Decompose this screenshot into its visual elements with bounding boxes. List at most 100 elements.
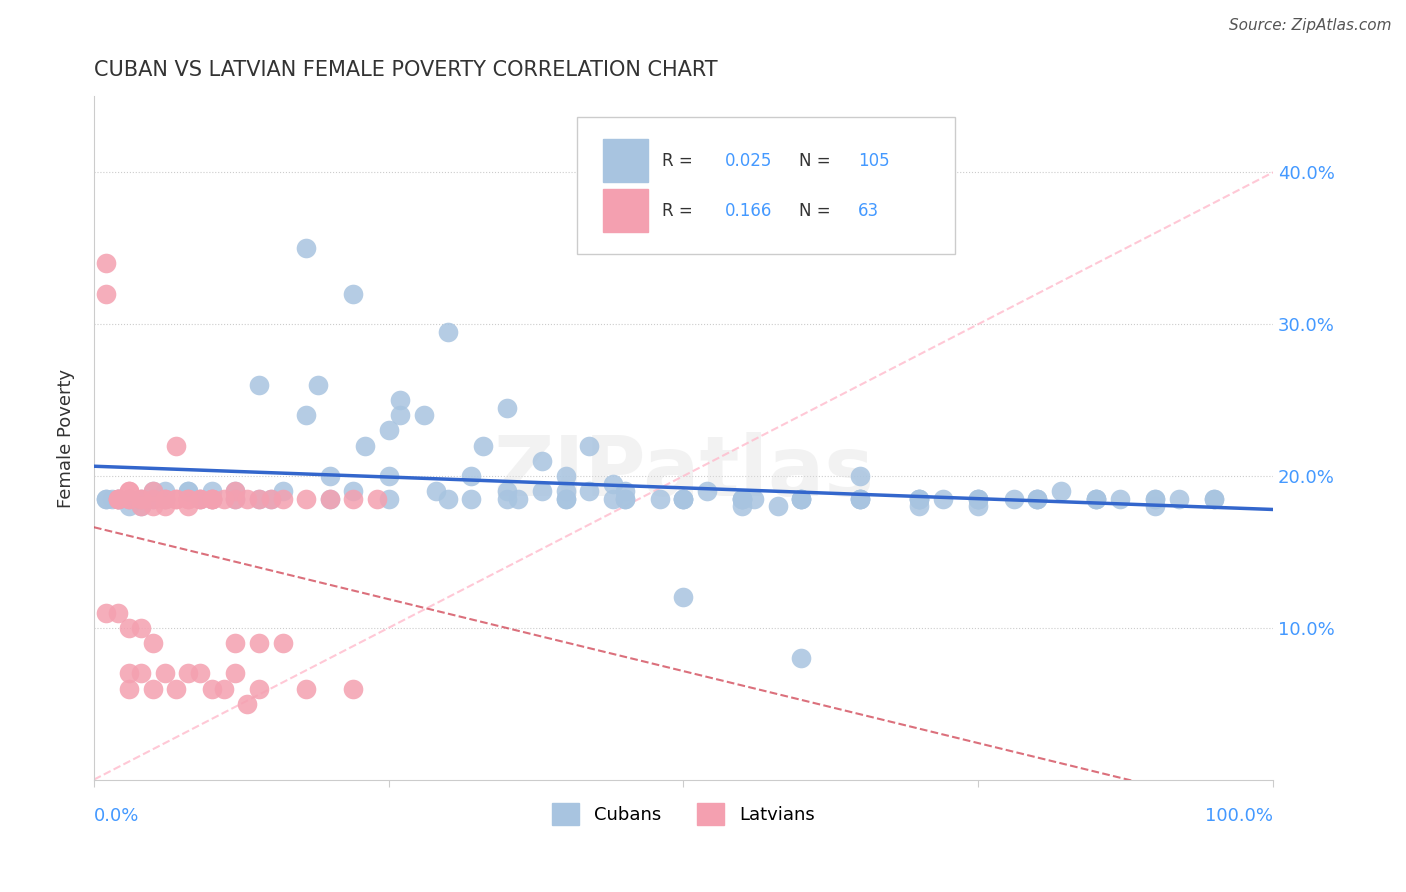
Point — [377, 491, 399, 506]
Point — [118, 681, 141, 696]
Point — [602, 491, 624, 506]
Point — [613, 491, 636, 506]
Point — [696, 484, 718, 499]
Point — [271, 636, 294, 650]
Point — [142, 636, 165, 650]
Point — [142, 681, 165, 696]
Point — [166, 491, 188, 506]
Point — [648, 491, 671, 506]
Point — [1202, 491, 1225, 506]
Point — [908, 491, 931, 506]
Y-axis label: Female Poverty: Female Poverty — [58, 368, 75, 508]
Point — [153, 491, 176, 506]
Point — [1026, 491, 1049, 506]
Point — [766, 500, 789, 514]
Point — [295, 409, 318, 423]
Point — [389, 409, 412, 423]
Point — [908, 491, 931, 506]
Point — [247, 491, 270, 506]
Legend: Cubans, Latvians: Cubans, Latvians — [546, 796, 821, 832]
Point — [613, 484, 636, 499]
Point — [236, 491, 259, 506]
Text: 63: 63 — [858, 202, 879, 219]
Point — [201, 491, 224, 506]
Point — [1144, 491, 1167, 506]
Point — [967, 491, 990, 506]
Point — [100, 491, 122, 506]
Point — [731, 491, 754, 506]
Point — [153, 500, 176, 514]
Point — [118, 484, 141, 499]
Point — [107, 491, 129, 506]
Point — [118, 484, 141, 499]
Bar — [603, 189, 648, 232]
Point — [602, 476, 624, 491]
Point — [166, 681, 188, 696]
Text: R =: R = — [662, 202, 699, 219]
Point — [142, 500, 165, 514]
Text: CUBAN VS LATVIAN FEMALE POVERTY CORRELATION CHART: CUBAN VS LATVIAN FEMALE POVERTY CORRELAT… — [94, 60, 717, 79]
Point — [377, 469, 399, 483]
Point — [908, 500, 931, 514]
Point — [212, 681, 235, 696]
Point — [224, 666, 246, 681]
Point — [554, 491, 576, 506]
Point — [188, 491, 211, 506]
Point — [153, 484, 176, 499]
Point — [107, 491, 129, 506]
Point — [908, 491, 931, 506]
Point — [389, 393, 412, 408]
Point — [247, 491, 270, 506]
Point — [201, 491, 224, 506]
Point — [460, 491, 482, 506]
Point — [94, 256, 117, 270]
Point — [1167, 491, 1189, 506]
Point — [166, 491, 188, 506]
Point — [94, 491, 117, 506]
Point — [377, 424, 399, 438]
Point — [224, 484, 246, 499]
Point — [129, 500, 152, 514]
Point — [790, 651, 813, 665]
Point — [366, 491, 388, 506]
Point — [201, 681, 224, 696]
Point — [236, 697, 259, 711]
Point — [153, 666, 176, 681]
Point — [224, 491, 246, 506]
Point — [247, 636, 270, 650]
Point — [554, 491, 576, 506]
Point — [967, 491, 990, 506]
Point — [731, 491, 754, 506]
Point — [849, 469, 872, 483]
Point — [554, 484, 576, 499]
Point — [790, 491, 813, 506]
Point — [578, 439, 600, 453]
Point — [224, 491, 246, 506]
Point — [849, 491, 872, 506]
Point — [201, 491, 224, 506]
Point — [672, 491, 695, 506]
Point — [342, 681, 364, 696]
Point — [342, 484, 364, 499]
Point — [295, 491, 318, 506]
Point — [153, 491, 176, 506]
Point — [1085, 491, 1108, 506]
Point — [307, 377, 329, 392]
FancyBboxPatch shape — [578, 117, 955, 253]
Point — [319, 469, 342, 483]
Point — [578, 484, 600, 499]
Point — [1002, 491, 1025, 506]
Point — [107, 491, 129, 506]
Point — [94, 286, 117, 301]
Point — [742, 491, 765, 506]
Point — [129, 491, 152, 506]
Point — [201, 491, 224, 506]
Point — [672, 491, 695, 506]
Point — [247, 681, 270, 696]
Point — [613, 491, 636, 506]
Point — [118, 621, 141, 635]
Point — [672, 491, 695, 506]
Point — [177, 491, 200, 506]
Text: R =: R = — [662, 152, 699, 169]
Bar — [603, 139, 648, 182]
